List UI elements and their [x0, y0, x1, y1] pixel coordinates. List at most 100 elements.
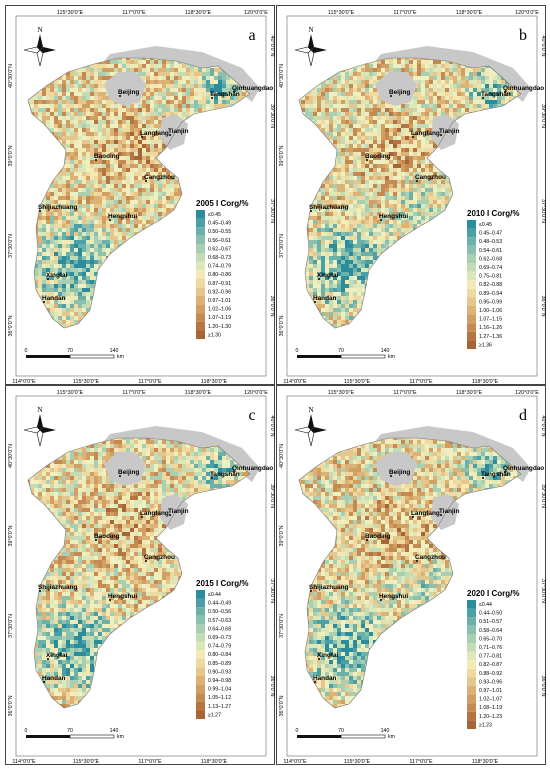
legend-swatch — [467, 711, 476, 721]
scale-tick: 140 — [381, 728, 390, 734]
city-label: Baoding — [365, 533, 391, 540]
city-marker — [309, 589, 313, 593]
lat-label-right: 36°0'0"N — [269, 676, 275, 697]
city-marker — [94, 538, 98, 542]
legend-entry: ≤0.44 — [208, 592, 221, 598]
lat-label-left: 37°30'0"N — [279, 614, 285, 638]
map-panel-d: 115°30'0"E 117°0'0"E 118°30'0"E 120°0'0"E 11… — [276, 385, 546, 765]
city-label: Langfang — [140, 130, 169, 137]
north-arrow-icon: N — [294, 406, 327, 447]
map-panel-b: 115°30'0"E 117°0'0"E 118°30'0"E 120°0'0"E 11… — [276, 5, 546, 385]
legend-entry: 0.82–0.88 — [479, 282, 502, 288]
city-label: Beijing — [118, 469, 139, 476]
lat-label-right: 40°0'0"N — [540, 416, 546, 437]
legend-swatch — [467, 254, 476, 263]
legend-entry: ≤0.45 — [479, 222, 492, 228]
city-marker — [210, 96, 214, 100]
map-svg: 115°30'0"E 117°0'0"E 118°30'0"E 120°0'0"E 11… — [279, 390, 546, 765]
legend-swatch — [196, 253, 205, 262]
city-marker — [481, 96, 485, 100]
map-svg: 115°30'0"E 117°0'0"E 118°30'0"E 120°0'0"E 11… — [8, 390, 275, 765]
scale-tick: 0 — [296, 728, 299, 734]
lon-label-top: 118°30'0"E — [185, 390, 212, 396]
legend-entry: 0.82–0.87 — [479, 662, 502, 668]
legend-entry: 0.54–0.61 — [479, 248, 502, 254]
legend-entry: 1.27–1.36 — [479, 334, 502, 340]
legend-entry: 0.68–0.73 — [208, 255, 231, 261]
legend-entry: 0.80–0.84 — [208, 652, 231, 658]
city-label: Beijing — [389, 469, 410, 476]
lat-label-right: 39°30'0"N — [540, 484, 546, 508]
city-marker — [317, 277, 321, 281]
lon-label-bottom: 117°0'0"E — [409, 759, 433, 765]
legend-swatch — [467, 263, 476, 272]
lat-label-left: 40°30'0"N — [8, 444, 14, 468]
city-label: Xingtai — [317, 652, 339, 659]
city-label: Xingtai — [317, 272, 339, 279]
scale-tick: 0 — [25, 348, 28, 354]
city-marker — [415, 179, 419, 183]
region-outline — [298, 57, 522, 329]
city-marker — [38, 209, 42, 213]
legend-title: 2020 I Corg/% — [467, 589, 519, 598]
city-marker — [94, 158, 98, 162]
legend-swatch — [467, 668, 476, 678]
lat-label-left: 40°30'0"N — [279, 64, 285, 88]
lon-label-top: 117°0'0"E — [122, 10, 146, 16]
legend-title: 2015 I Corg/% — [196, 579, 248, 588]
lon-label-bottom: 117°0'0"E — [138, 759, 162, 765]
city-marker — [232, 90, 236, 94]
legend-swatch — [196, 615, 205, 625]
lon-label-bottom: 118°30'0"E — [472, 379, 499, 385]
lat-label-left: 39°0'0"N — [8, 525, 14, 546]
lat-label-left: 37°30'0"N — [8, 614, 14, 638]
legend-entry: 1.07–1.15 — [479, 317, 502, 323]
city-marker — [439, 513, 443, 517]
beijing-area — [104, 452, 146, 486]
legend-entry: ≤0.44 — [479, 602, 492, 608]
city-label: Handan — [42, 675, 66, 682]
city-marker — [411, 135, 415, 139]
north-label: N — [308, 406, 313, 414]
legend-entry: 0.45–0.47 — [479, 231, 502, 237]
beijing-area — [104, 72, 146, 106]
legend-swatch — [467, 340, 476, 349]
legend-entry: ≥1.36 — [479, 342, 492, 348]
lat-label-right: 39°30'0"N — [540, 104, 546, 128]
legend-entry: 0.69–0.74 — [479, 265, 502, 271]
city-label: Cangzhou — [144, 554, 175, 561]
city-label: Tianjin — [168, 508, 189, 515]
legend-entry: 0.71–0.76 — [479, 645, 502, 651]
legend-swatch — [196, 330, 205, 339]
legend-entry: 1.13–1.27 — [208, 704, 231, 710]
scale-tick: 0 — [25, 728, 28, 734]
lat-label-right: 37°30'0"N — [269, 199, 275, 223]
city-label: Handan — [313, 295, 337, 302]
legend-swatch — [467, 271, 476, 281]
legend-swatch — [196, 693, 205, 702]
city-marker — [481, 476, 485, 480]
city-label: Hengshui — [379, 213, 408, 220]
map-panel-c: 115°30'0"E 117°0'0"E 118°30'0"E 120°0'0"E 11… — [5, 385, 275, 765]
lat-label-left: 40°30'0"N — [8, 64, 14, 88]
city-marker — [389, 474, 393, 478]
legend-swatch — [196, 590, 205, 599]
legend-entry: 0.74–0.79 — [208, 644, 231, 650]
scale-tick: 0 — [296, 348, 299, 354]
legend-entry: 0.94–0.98 — [208, 678, 231, 684]
city-label: Tangshan — [210, 471, 240, 478]
lon-label-top: 118°30'0"E — [456, 10, 483, 16]
city-marker — [389, 94, 393, 98]
city-marker — [168, 513, 172, 517]
lon-label-top: 118°30'0"E — [456, 390, 483, 396]
lat-label-right: 40°0'0"N — [269, 36, 275, 57]
legend-entry: 1.16–1.26 — [479, 325, 502, 331]
city-label: Hengshui — [379, 593, 408, 600]
legend-entry: 0.44–0.50 — [479, 611, 502, 617]
legend-swatch — [467, 617, 476, 626]
lon-label-bottom: 115°30'0"E — [73, 379, 100, 385]
lat-label-right: 36°0'0"N — [269, 296, 275, 317]
city-marker — [313, 300, 317, 304]
